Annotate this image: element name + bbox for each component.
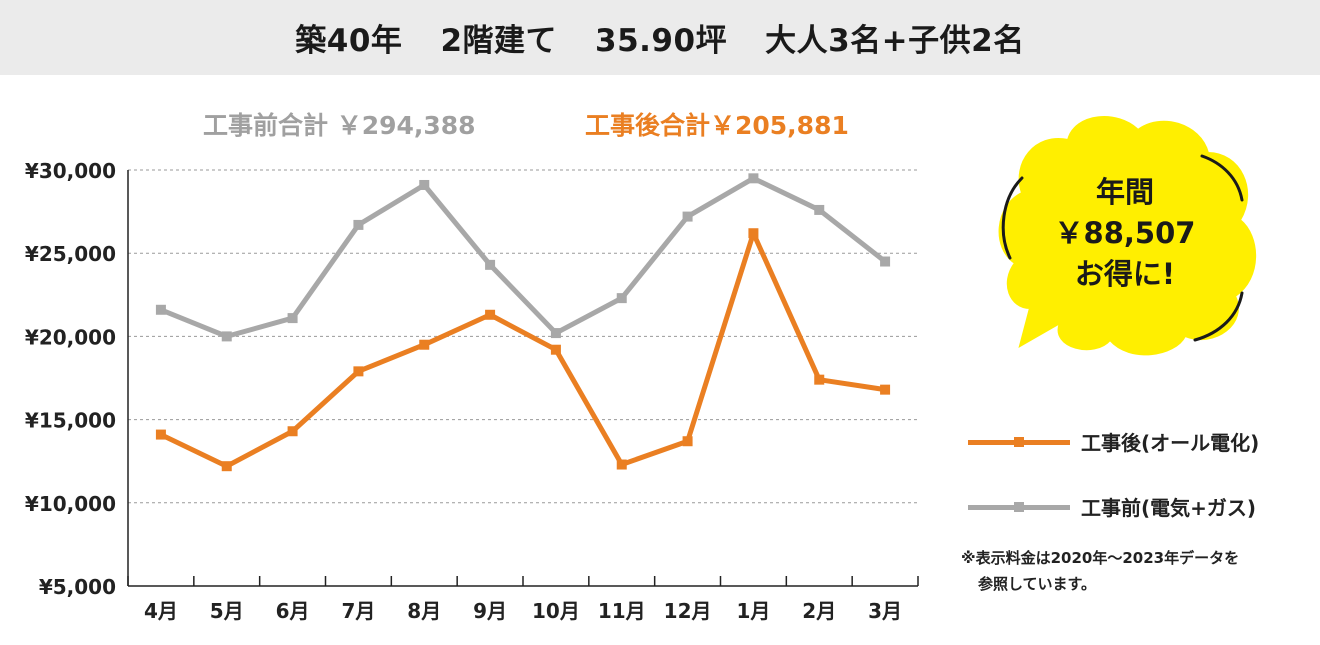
data-point bbox=[682, 436, 693, 447]
data-point bbox=[353, 219, 364, 230]
bubble-cloud-shape bbox=[998, 116, 1257, 356]
legend-label-before: 工事前(電気+ガス) bbox=[1081, 496, 1257, 520]
footnote-line-1: ※表示料金は2020年〜2023年データを bbox=[961, 549, 1240, 567]
header-family: 大人3名+子供2名 bbox=[765, 23, 1025, 59]
data-point bbox=[419, 339, 430, 350]
y-tick-label: ¥5,000 bbox=[39, 575, 116, 599]
bubble-line-3: お得に! bbox=[1074, 257, 1176, 291]
data-point bbox=[155, 304, 166, 315]
footnote-line-2: 参照しています。 bbox=[978, 575, 1097, 593]
data-point bbox=[485, 259, 496, 270]
data-point bbox=[419, 179, 430, 190]
data-point bbox=[748, 228, 759, 239]
x-tick-label: 2月 bbox=[802, 599, 836, 623]
data-point bbox=[550, 328, 561, 339]
data-point bbox=[616, 293, 627, 304]
x-tick-label: 5月 bbox=[210, 599, 244, 623]
data-point bbox=[353, 366, 364, 377]
legend-marker-after bbox=[1014, 437, 1024, 447]
header-area: 35.90坪 bbox=[595, 23, 728, 59]
legend-item-before: 工事前(電気+ガス) bbox=[968, 492, 1308, 522]
x-tick-label: 8月 bbox=[407, 599, 441, 623]
x-tick-label: 3月 bbox=[868, 599, 902, 623]
data-point bbox=[616, 459, 627, 470]
x-tick-label: 10月 bbox=[532, 599, 580, 623]
y-tick-label: ¥15,000 bbox=[25, 409, 116, 433]
x-tick-label: 11月 bbox=[598, 599, 646, 623]
series-line bbox=[159, 175, 887, 339]
bubble-outline-bottom bbox=[1193, 291, 1244, 342]
x-tick-label: 9月 bbox=[473, 599, 507, 623]
data-point bbox=[880, 384, 891, 395]
bubble-line-1: 年間 bbox=[1095, 175, 1154, 209]
header-floors: 2階建て bbox=[440, 23, 558, 59]
tick-labels: ¥5,000 ¥10,000 ¥15,000 ¥20,000 ¥25,000 ¥30,00… bbox=[25, 159, 902, 623]
header-bar: 築40年 2階建て 35.90坪 大人3名+子供2名 bbox=[0, 0, 1320, 75]
data-point bbox=[221, 461, 232, 472]
axes bbox=[127, 170, 919, 587]
total-before-label: 工事前合計 ￥294,388 bbox=[203, 111, 476, 140]
data-point bbox=[814, 204, 825, 215]
x-tick-label: 1月 bbox=[736, 599, 770, 623]
legend-item-after: 工事後(オール電化) bbox=[968, 427, 1308, 457]
legend-marker-before bbox=[1014, 502, 1024, 512]
y-tick-label: ¥25,000 bbox=[25, 242, 116, 266]
y-tick-label: ¥10,000 bbox=[25, 492, 116, 516]
data-point bbox=[287, 313, 298, 324]
bubble-text: 年間 ￥88,507 お得に! bbox=[1040, 172, 1210, 295]
series-lines bbox=[155, 173, 891, 472]
data-point bbox=[880, 256, 891, 267]
x-tick-label: 4月 bbox=[144, 599, 178, 623]
data-point bbox=[682, 211, 693, 222]
y-tick-label: ¥30,000 bbox=[25, 159, 116, 183]
x-tick-label: 7月 bbox=[341, 599, 375, 623]
total-after-label: 工事後合計￥205,881 bbox=[585, 111, 849, 140]
speech-bubble bbox=[998, 116, 1257, 356]
bubble-line-2: ￥88,507 bbox=[1054, 216, 1196, 250]
series-line bbox=[159, 230, 886, 469]
y-tick-label: ¥20,000 bbox=[25, 325, 116, 349]
line-chart: ¥5,000 ¥10,000 ¥15,000 ¥20,000 ¥25,000 ¥30,00… bbox=[25, 159, 919, 623]
x-tick-label: 12月 bbox=[664, 599, 712, 623]
data-point bbox=[814, 374, 825, 385]
legend-label-after: 工事後(オール電化) bbox=[1081, 431, 1260, 455]
data-point bbox=[748, 173, 759, 184]
bubble-outline-right bbox=[1200, 154, 1244, 202]
data-point bbox=[287, 426, 298, 437]
data-point bbox=[485, 309, 496, 320]
bubble-outline-left bbox=[1001, 176, 1024, 260]
x-tick-label: 6月 bbox=[276, 599, 310, 623]
data-point bbox=[155, 429, 166, 440]
data-point bbox=[550, 344, 561, 355]
header-age: 築40年 bbox=[295, 23, 403, 59]
data-point bbox=[221, 331, 232, 342]
